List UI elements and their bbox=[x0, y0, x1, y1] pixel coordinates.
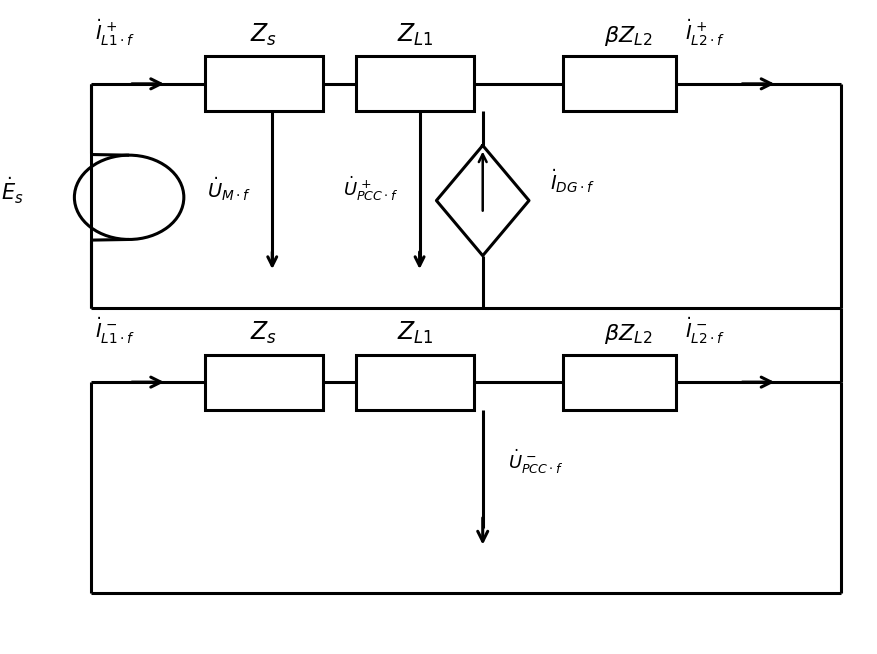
Text: $\dot{I}^{\,+}_{L1\cdot f}$: $\dot{I}^{\,+}_{L1\cdot f}$ bbox=[96, 18, 136, 48]
Bar bbox=[205, 56, 323, 111]
Bar bbox=[356, 354, 474, 409]
Text: $\dot{I}^{\,-}_{L2\cdot f}$: $\dot{I}^{\,-}_{L2\cdot f}$ bbox=[685, 317, 725, 347]
Text: $Z_s$: $Z_s$ bbox=[250, 22, 277, 48]
Bar bbox=[563, 56, 676, 111]
Text: $\dot{U}^{\,+}_{PCC\cdot f}$: $\dot{U}^{\,+}_{PCC\cdot f}$ bbox=[343, 175, 398, 203]
Polygon shape bbox=[437, 145, 529, 256]
Text: $\beta Z_{L2}$: $\beta Z_{L2}$ bbox=[603, 24, 652, 48]
Text: $Z_s$: $Z_s$ bbox=[250, 320, 277, 347]
Bar bbox=[205, 354, 323, 409]
Text: $\dot{I}^{\,-}_{L1\cdot f}$: $\dot{I}^{\,-}_{L1\cdot f}$ bbox=[96, 317, 136, 347]
Text: $\dot{E}_s$: $\dot{E}_s$ bbox=[1, 176, 24, 206]
Text: $\dot{U}_{M\cdot f}$: $\dot{U}_{M\cdot f}$ bbox=[207, 175, 251, 203]
Bar bbox=[356, 56, 474, 111]
Text: $\dot{U}^{\,-}_{PCC\cdot f}$: $\dot{U}^{\,-}_{PCC\cdot f}$ bbox=[508, 447, 563, 475]
Text: $Z_{L1}$: $Z_{L1}$ bbox=[397, 320, 434, 347]
Text: $\dot{I}^{\,+}_{L2\cdot f}$: $\dot{I}^{\,+}_{L2\cdot f}$ bbox=[685, 18, 725, 48]
Bar bbox=[563, 354, 676, 409]
Text: $\dot{I}_{DG\cdot f}$: $\dot{I}_{DG\cdot f}$ bbox=[550, 167, 595, 195]
Text: $\beta Z_{L2}$: $\beta Z_{L2}$ bbox=[603, 322, 652, 347]
Text: $Z_{L1}$: $Z_{L1}$ bbox=[397, 22, 434, 48]
